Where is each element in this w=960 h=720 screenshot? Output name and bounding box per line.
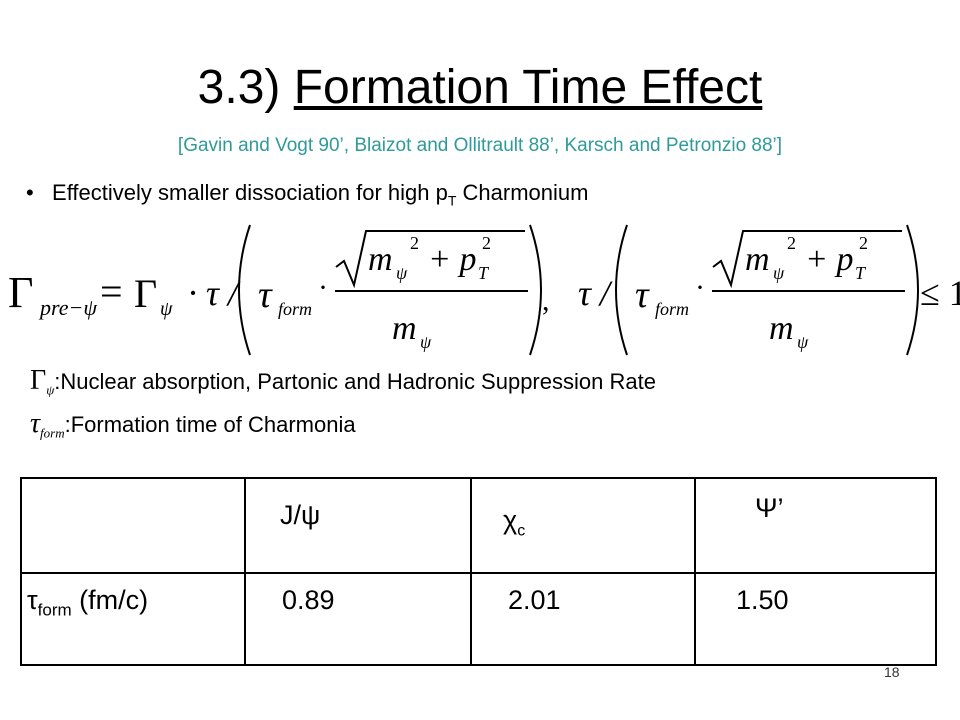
formula-text: + p — [805, 241, 853, 278]
bullet-sub: T — [447, 192, 457, 209]
formula-text: m — [368, 241, 393, 278]
formula-text: + p — [428, 241, 476, 278]
formula-text: ψ — [160, 298, 173, 320]
formula-text: 2 — [482, 233, 491, 253]
formula-text: Γ — [134, 271, 157, 316]
table-cell: 0.89 — [282, 585, 335, 615]
formula-text: m — [392, 310, 417, 347]
title-text: Formation Time Effect — [293, 61, 763, 114]
formula-text: T — [855, 263, 867, 283]
formula-text: Γ — [8, 268, 33, 317]
def-text: :Formation time of Charmonia — [64, 412, 356, 437]
formula-text: m — [745, 241, 770, 278]
def-text: :Nuclear absorption, Partonic and Hadron… — [54, 369, 656, 394]
def-symbol: Γ — [30, 365, 47, 396]
formula-text: · — [695, 271, 705, 304]
paren — [529, 224, 542, 356]
table-cell: 1.50 — [736, 585, 789, 615]
table-header: J/ψ — [280, 500, 321, 530]
formula-text: · — [318, 271, 328, 304]
citation: [Gavin and Vogt 90’, Blaizot and Ollitra… — [177, 135, 783, 156]
formula-text: · τ / — [188, 273, 241, 313]
title: 3.3) Formation Time Effect — [0, 60, 960, 115]
formula-text: form — [278, 299, 312, 319]
formula-text: τ / — [578, 273, 613, 313]
formula-text: τ — [258, 274, 273, 316]
definition: τform:Formation time of Charmonia — [30, 408, 356, 441]
formula-text: ψ — [773, 263, 785, 283]
row-symbol: τ — [27, 585, 38, 615]
paren — [906, 224, 919, 356]
table-header: χc — [503, 505, 525, 540]
column-line — [470, 477, 472, 664]
paren — [238, 224, 251, 356]
formula-text: T — [478, 263, 490, 283]
row-sub: form — [37, 600, 72, 620]
formula-text: 2 — [859, 233, 868, 253]
bullet-text: Effectively smaller dissociation for hig… — [52, 180, 448, 205]
table-cell: 2.01 — [508, 585, 561, 615]
definition: Γψ:Nuclear absorption, Partonic and Hadr… — [30, 365, 656, 398]
formula-text: 2 — [787, 233, 796, 253]
formula-text: ψ — [396, 263, 408, 283]
table — [20, 477, 937, 666]
table-header: Ψ’ — [755, 493, 784, 523]
page-number: 18 — [884, 664, 900, 680]
sqrt — [335, 230, 525, 289]
row-unit: (fm/c) — [71, 585, 149, 615]
formula-text: 2 — [410, 233, 419, 253]
title-number: 3.3) — [197, 61, 294, 114]
formula-strokes — [238, 224, 919, 356]
formula-text: , — [542, 284, 550, 317]
sqrt — [712, 230, 902, 289]
column-line — [244, 477, 246, 664]
formula-text: ≤ 1 — [920, 273, 960, 313]
formula-text: pre−ψ — [38, 295, 97, 320]
column-line — [694, 477, 696, 664]
def-sub: ψ — [46, 382, 55, 398]
formula-text: τ — [635, 274, 650, 316]
bullet-tail: Charmonium — [456, 180, 589, 205]
header-sub: c — [517, 522, 526, 540]
formula-text: m — [769, 310, 794, 347]
row-label: τform (fm/c) — [27, 585, 148, 620]
def-symbol: τ — [30, 408, 41, 439]
bullet: • Effectively smaller dissociation for h… — [26, 180, 589, 209]
formula-text: = — [100, 269, 123, 314]
def-sub: form — [40, 425, 65, 441]
formula-text: form — [655, 299, 689, 319]
formula-text: ψ — [420, 332, 432, 352]
formula-text: ψ — [797, 332, 809, 352]
header-symbol: χ — [503, 505, 518, 535]
row-line — [20, 572, 935, 574]
paren — [615, 224, 628, 356]
